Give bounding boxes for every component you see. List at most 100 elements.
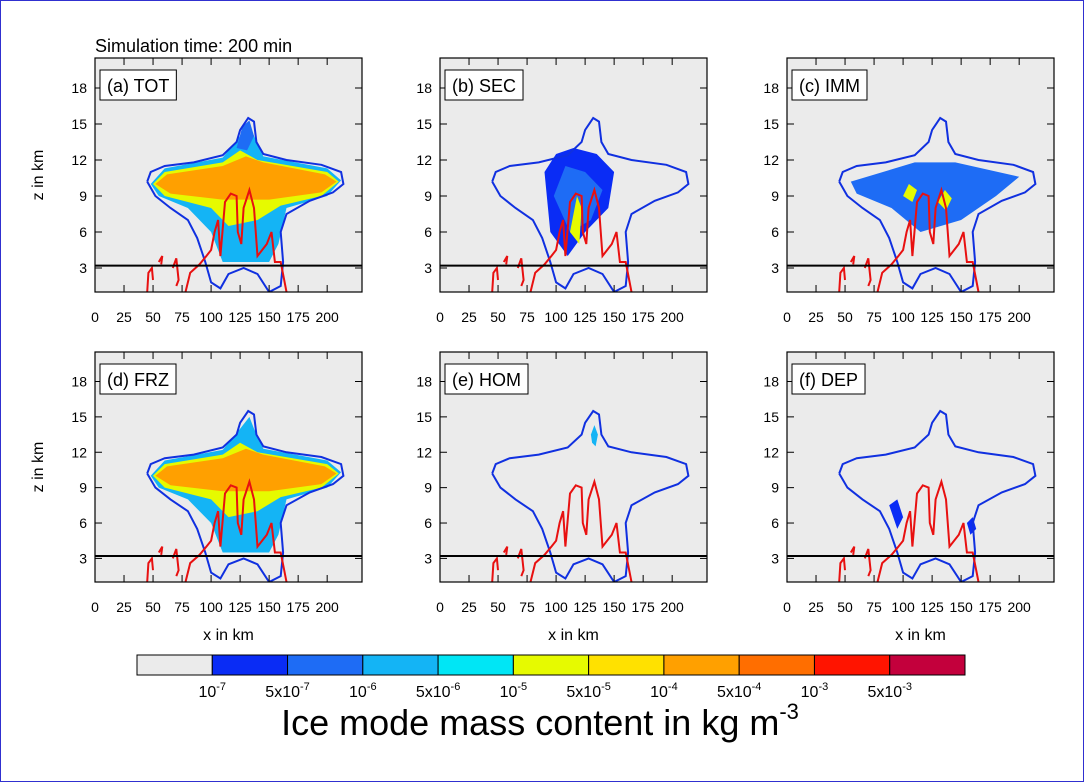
x-tick-label: 25 <box>461 309 477 325</box>
x-tick-label: 75 <box>519 599 535 615</box>
x-tick-label: 75 <box>519 309 535 325</box>
x-tick-label: 50 <box>837 309 853 325</box>
y-tick-label: 15 <box>71 409 87 425</box>
x-tick-label: 175 <box>978 599 1002 615</box>
x-tick-label: 200 <box>315 309 339 325</box>
y-tick-label: 3 <box>79 260 87 276</box>
panel-title: (d) FRZ <box>107 370 169 390</box>
x-tick-label: 25 <box>808 309 824 325</box>
panel-title: (f) DEP <box>799 370 858 390</box>
colorbar-title-exp: -3 <box>779 699 799 724</box>
colorbar-label-exp: -6 <box>367 681 377 693</box>
updraft-outline <box>529 478 633 582</box>
colorbar-label: 10-5 <box>500 681 528 701</box>
updraft-outline <box>838 265 846 292</box>
x-tick-label: 150 <box>257 309 281 325</box>
x-tick-label: 150 <box>257 599 281 615</box>
contours <box>787 116 1054 292</box>
x-tick-label: 75 <box>174 599 190 615</box>
updraft-outline <box>146 265 154 292</box>
y-tick-label: 9 <box>79 188 87 204</box>
y-tick-label: 18 <box>763 373 779 389</box>
panel: 3 6 9 12 15 18 0 25 50 75 100 125 150 175 200 (e) HOM x … <box>416 351 708 644</box>
y-tick-label: 6 <box>424 515 432 531</box>
y-tick-label: 3 <box>771 260 779 276</box>
x-tick-label: 200 <box>1007 309 1031 325</box>
y-tick-label: 15 <box>71 116 87 132</box>
y-tick-label: 6 <box>771 515 779 531</box>
updraft-outline <box>502 255 509 265</box>
cloud-outline <box>146 409 345 582</box>
panel-title: (c) IMM <box>799 76 860 96</box>
colorbar-box <box>287 654 364 676</box>
colorbar-box <box>211 654 289 676</box>
x-tick-label: 150 <box>602 309 626 325</box>
x-axis-label: x in km <box>895 627 946 644</box>
panel: 3 6 9 12 15 18 0 25 50 75 100 125 150 175 200 (c) IMM <box>763 57 1055 325</box>
y-tick-label: 9 <box>424 188 432 204</box>
colorbar-label: 10-6 <box>349 681 377 701</box>
colorbar-box <box>362 654 439 676</box>
colorbar-box <box>512 654 590 676</box>
x-tick-label: 200 <box>1007 599 1031 615</box>
panel-title-box <box>99 363 177 395</box>
updraft-outline <box>491 265 499 292</box>
x-tick-label: 100 <box>544 599 568 615</box>
y-tick-label: 15 <box>416 116 432 132</box>
y-tick-label: 15 <box>763 409 779 425</box>
updraft-outline <box>516 258 525 287</box>
colorbar-title: Ice mode mass content in kg m-3 <box>281 699 799 743</box>
x-tick-label: 100 <box>199 599 223 615</box>
x-tick-label: 175 <box>286 599 310 615</box>
y-tick-label: 15 <box>416 409 432 425</box>
colorbar-label-base: 5x10 <box>867 684 902 701</box>
y-tick-label: 9 <box>771 480 779 496</box>
updraft-outline <box>849 255 856 265</box>
x-tick-label: 75 <box>866 309 882 325</box>
cloud-outline <box>146 116 345 292</box>
x-tick-label: 125 <box>920 599 944 615</box>
panel-title-box <box>791 363 866 395</box>
panel: 3 6 9 12 15 18 0 25 50 75 100 125 150 175 200 (d) FRZ z … <box>30 351 363 644</box>
x-tick-label: 100 <box>199 309 223 325</box>
y-tick-label: 12 <box>71 152 87 168</box>
colorbar-label-base: 5x10 <box>416 684 451 701</box>
plot-border <box>94 57 363 293</box>
panel: 3 6 9 12 15 18 0 25 50 75 100 125 150 175 200 (a) TOT z … <box>30 57 363 325</box>
colorbar-label: 5x10-6 <box>416 681 460 701</box>
contour-fill <box>903 184 917 202</box>
updraft-outline <box>863 258 872 287</box>
y-tick-label: 12 <box>763 152 779 168</box>
y-tick-label: 6 <box>79 515 87 531</box>
y-tick-label: 12 <box>763 444 779 460</box>
y-tick-label: 12 <box>416 444 432 460</box>
y-tick-label: 9 <box>771 188 779 204</box>
plot-border <box>786 351 1055 583</box>
y-tick-label: 12 <box>71 444 87 460</box>
contour-fill <box>590 425 598 447</box>
x-axis-label: x in km <box>548 627 599 644</box>
x-tick-label: 0 <box>91 309 99 325</box>
y-tick-label: 9 <box>79 480 87 496</box>
plot-border <box>439 57 708 293</box>
x-tick-label: 75 <box>866 599 882 615</box>
colorbar-box <box>663 654 740 676</box>
y-tick-label: 18 <box>763 80 779 96</box>
colorbar-label: 5x10-3 <box>867 681 911 701</box>
cloud-outline <box>838 409 1037 582</box>
contour-fill <box>850 162 1020 232</box>
updraft-outline <box>529 186 633 292</box>
colorbar-label-exp: -6 <box>451 681 461 693</box>
colorbar-label-base: 10 <box>650 684 668 701</box>
x-tick-label: 0 <box>91 599 99 615</box>
colorbar-label-exp: -7 <box>300 681 310 693</box>
colorbar-box <box>136 654 213 676</box>
updraft-outline <box>876 186 980 292</box>
updraft-outline <box>516 548 525 577</box>
contour-fill <box>935 416 948 436</box>
x-tick-label: 150 <box>949 599 973 615</box>
x-tick-label: 125 <box>573 309 597 325</box>
y-axis-label: z in km <box>30 150 47 201</box>
x-tick-label: 150 <box>949 309 973 325</box>
x-tick-label: 25 <box>116 599 132 615</box>
